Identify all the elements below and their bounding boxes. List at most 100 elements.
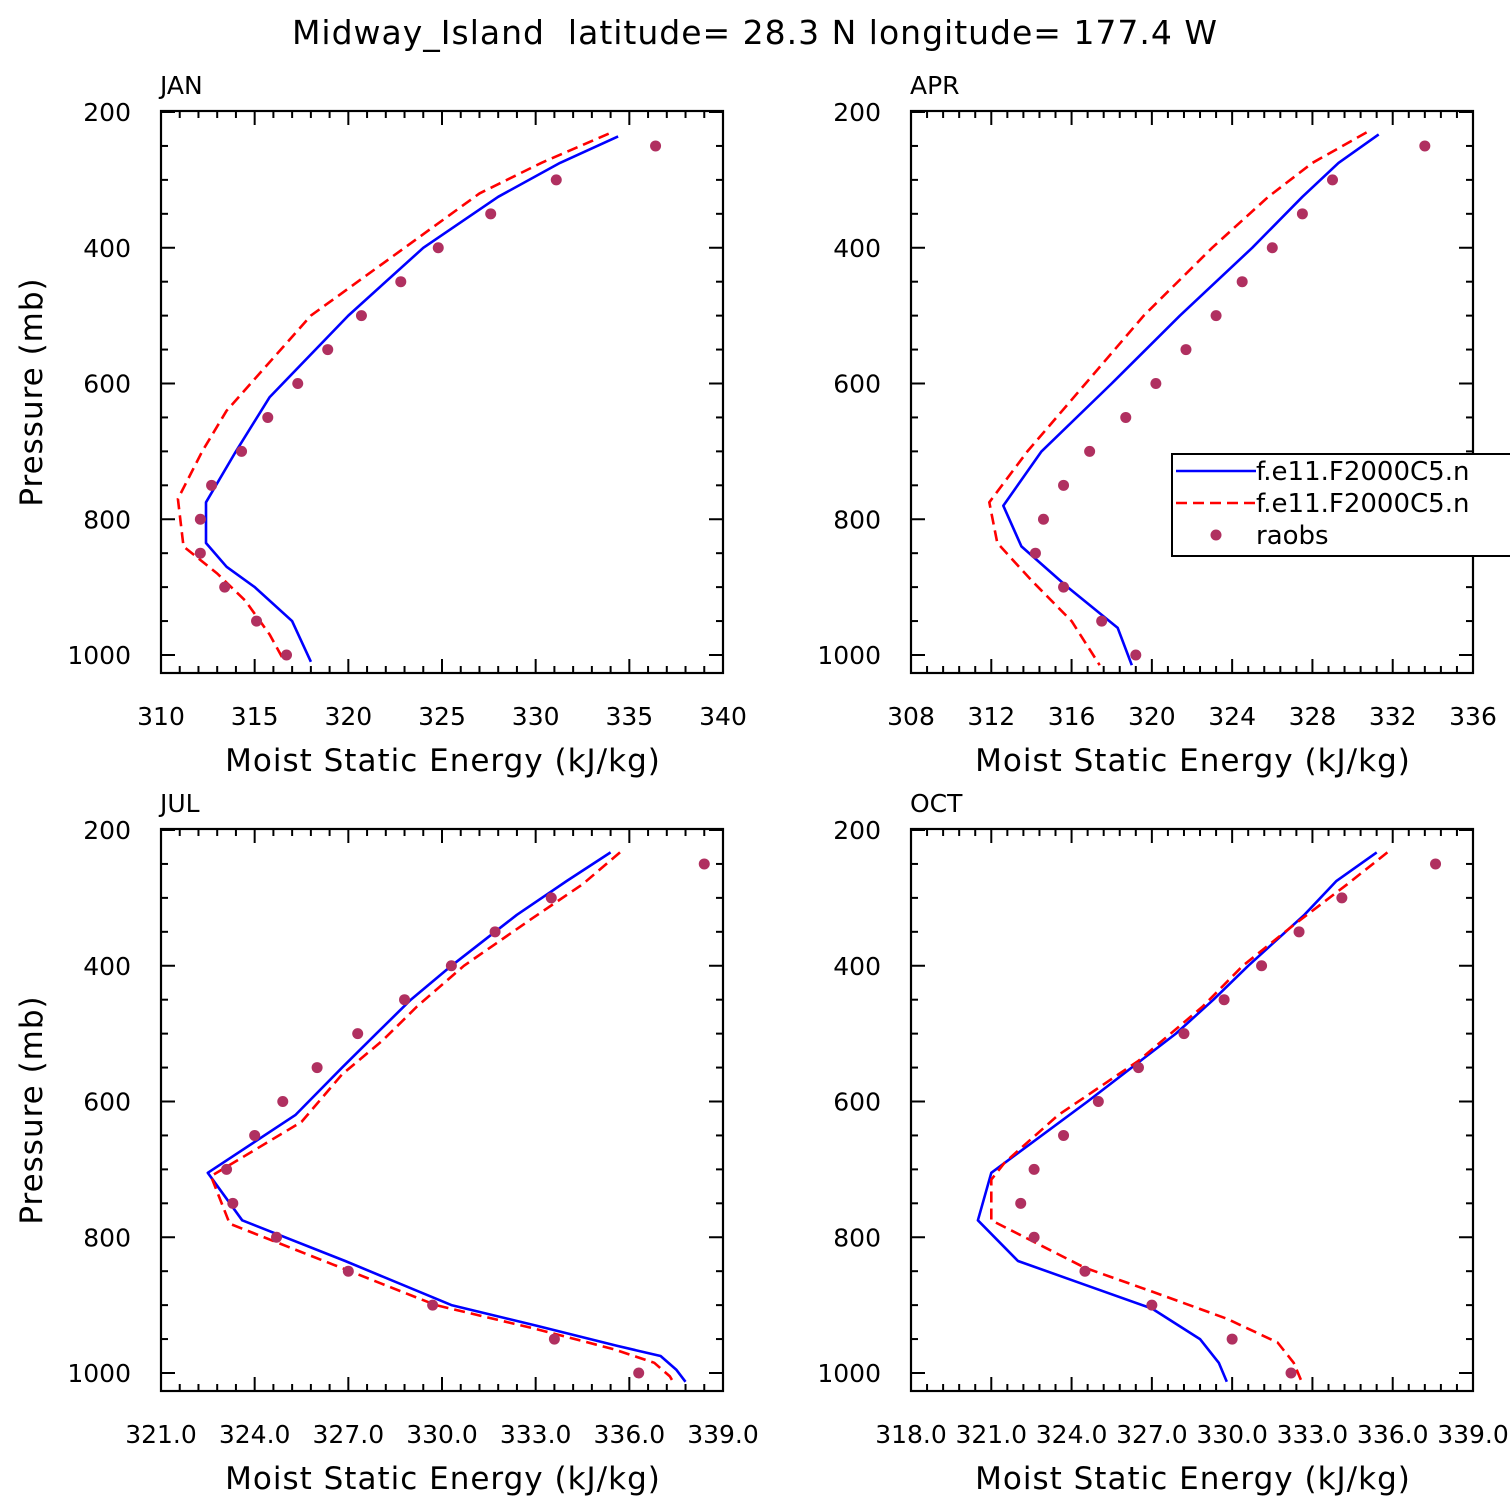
raobs-point (352, 1028, 364, 1040)
raobs-point (545, 892, 557, 904)
y-tick-label: 800 (833, 1223, 881, 1252)
y-tick-label: 600 (83, 370, 131, 399)
x-tick-label: 336.0 (1357, 1420, 1429, 1449)
raobs-point (1180, 344, 1192, 356)
x-tick-label: 330.0 (406, 1420, 478, 1449)
panel-jul: 321.0 324.0 327.0 330.0 333.0 336.0 339.0 200 40… (14, 789, 759, 1497)
x-tick-label: 335 (605, 702, 653, 731)
raobs-point (277, 1096, 289, 1107)
x-tick-label: 324 (1208, 702, 1256, 731)
x-tick-label: 336.0 (594, 1420, 666, 1449)
raobs-point (281, 649, 293, 661)
x-tick-label: 332 (1369, 702, 1417, 731)
model2-line (176, 132, 610, 663)
raobs-point (292, 378, 304, 389)
raobs-point (698, 858, 710, 870)
month-label: JAN (158, 71, 203, 100)
x-tick-label: 321.0 (125, 1420, 197, 1449)
x-tick-label: 312 (967, 702, 1015, 731)
raobs-point (249, 1129, 261, 1141)
raobs-point (1079, 1265, 1091, 1277)
series-group (976, 851, 1442, 1383)
raobs-point (633, 1367, 645, 1379)
raobs-point (1092, 1096, 1104, 1107)
month-label: OCT (910, 789, 963, 818)
legend-label: f.e11.F2000C5.n (1256, 489, 1469, 519)
raobs-point (1058, 1129, 1070, 1141)
x-tick-label: 310 (137, 702, 185, 731)
x-tick-label: 316 (1048, 702, 1096, 731)
y-tick-label: 800 (833, 505, 881, 534)
raobs-point (262, 411, 274, 423)
model1-line (976, 851, 1378, 1383)
raobs-point (236, 445, 248, 457)
raobs-point (1037, 513, 1049, 525)
panel-apr: 308 312 316 320 324 328 332 336 200 400 600 800 1000… (817, 71, 1496, 779)
y-tick-label: 400 (833, 952, 881, 981)
x-tick-label: 333.0 (500, 1420, 572, 1449)
x-axis-label: Moist Static Energy (kJ/kg) (225, 1461, 661, 1497)
raobs-point (427, 1299, 439, 1311)
legend-label: raobs (1256, 521, 1329, 551)
y-tick-label: 1000 (817, 641, 881, 670)
y-tick-label: 200 (833, 816, 881, 845)
raobs-point (206, 479, 218, 491)
panel-oct: 318.0 321.0 324.0 327.0 330.0 333.0 336.0 339.0… (817, 789, 1508, 1497)
raobs-point (1058, 479, 1070, 491)
raobs-point (342, 1265, 354, 1277)
raobs-point (1146, 1299, 1158, 1311)
raobs-point (1285, 1367, 1297, 1379)
series-group (206, 851, 710, 1383)
model2-line (989, 851, 1389, 1383)
x-tick-label: 339.0 (687, 1420, 759, 1449)
y-tick-label: 800 (83, 1223, 131, 1252)
raobs-point (550, 174, 562, 186)
raobs-point (1218, 994, 1230, 1006)
plot-frame (909, 109, 1475, 675)
plot-frame (909, 827, 1475, 1393)
raobs-point (1419, 140, 1431, 152)
raobs-point (1029, 547, 1041, 559)
x-tick-label: 320 (1128, 702, 1176, 731)
x-tick-label: 327.0 (313, 1420, 385, 1449)
raobs-point (1256, 960, 1268, 972)
x-tick-label: 325 (418, 702, 466, 731)
x-tick-label: 321.0 (955, 1420, 1027, 1449)
raobs-point (194, 547, 206, 559)
raobs-point (485, 208, 497, 220)
legend-label: f.e11.F2000C5.n (1256, 457, 1469, 487)
x-tick-label: 320 (324, 702, 372, 731)
raobs-point (650, 140, 662, 152)
x-tick-label: 330.0 (1196, 1420, 1268, 1449)
y-tick-label: 1000 (67, 1359, 131, 1388)
figure-title: Midway_Island latitude= 28.3 N longitude… (292, 13, 1218, 52)
y-tick-label: 800 (83, 505, 131, 534)
raobs-point (322, 344, 334, 356)
x-tick-label: 330 (512, 702, 560, 731)
month-label: JUL (158, 789, 200, 818)
model1-line (1001, 133, 1380, 666)
y-tick-label: 200 (833, 98, 881, 127)
raobs-point (1150, 378, 1162, 389)
panels-group: 310 315 320 325 330 335 340 200 400 600 800 1000 JAN… (14, 71, 1509, 1497)
raobs-point (1084, 445, 1096, 457)
x-axis-label: Moist Static Energy (kJ/kg) (975, 743, 1411, 779)
x-tick-label: 339.0 (1437, 1420, 1509, 1449)
raobs-point (251, 615, 263, 627)
raobs-point (395, 276, 407, 288)
raobs-point (355, 310, 367, 322)
raobs-point (311, 1062, 323, 1074)
panel-jan: 310 315 320 325 330 335 340 200 400 600 800 1000 JAN… (14, 71, 747, 779)
raobs-point (399, 994, 411, 1006)
y-axis-label: Pressure (mb) (14, 277, 50, 506)
model1-line (206, 851, 687, 1383)
x-tick-label: 327.0 (1116, 1420, 1188, 1449)
raobs-point (221, 1163, 233, 1175)
raobs-point (1336, 892, 1348, 904)
raobs-point (271, 1231, 283, 1243)
y-tick-label: 600 (833, 370, 881, 399)
raobs-point (1028, 1163, 1040, 1175)
raobs-point (1236, 276, 1248, 288)
